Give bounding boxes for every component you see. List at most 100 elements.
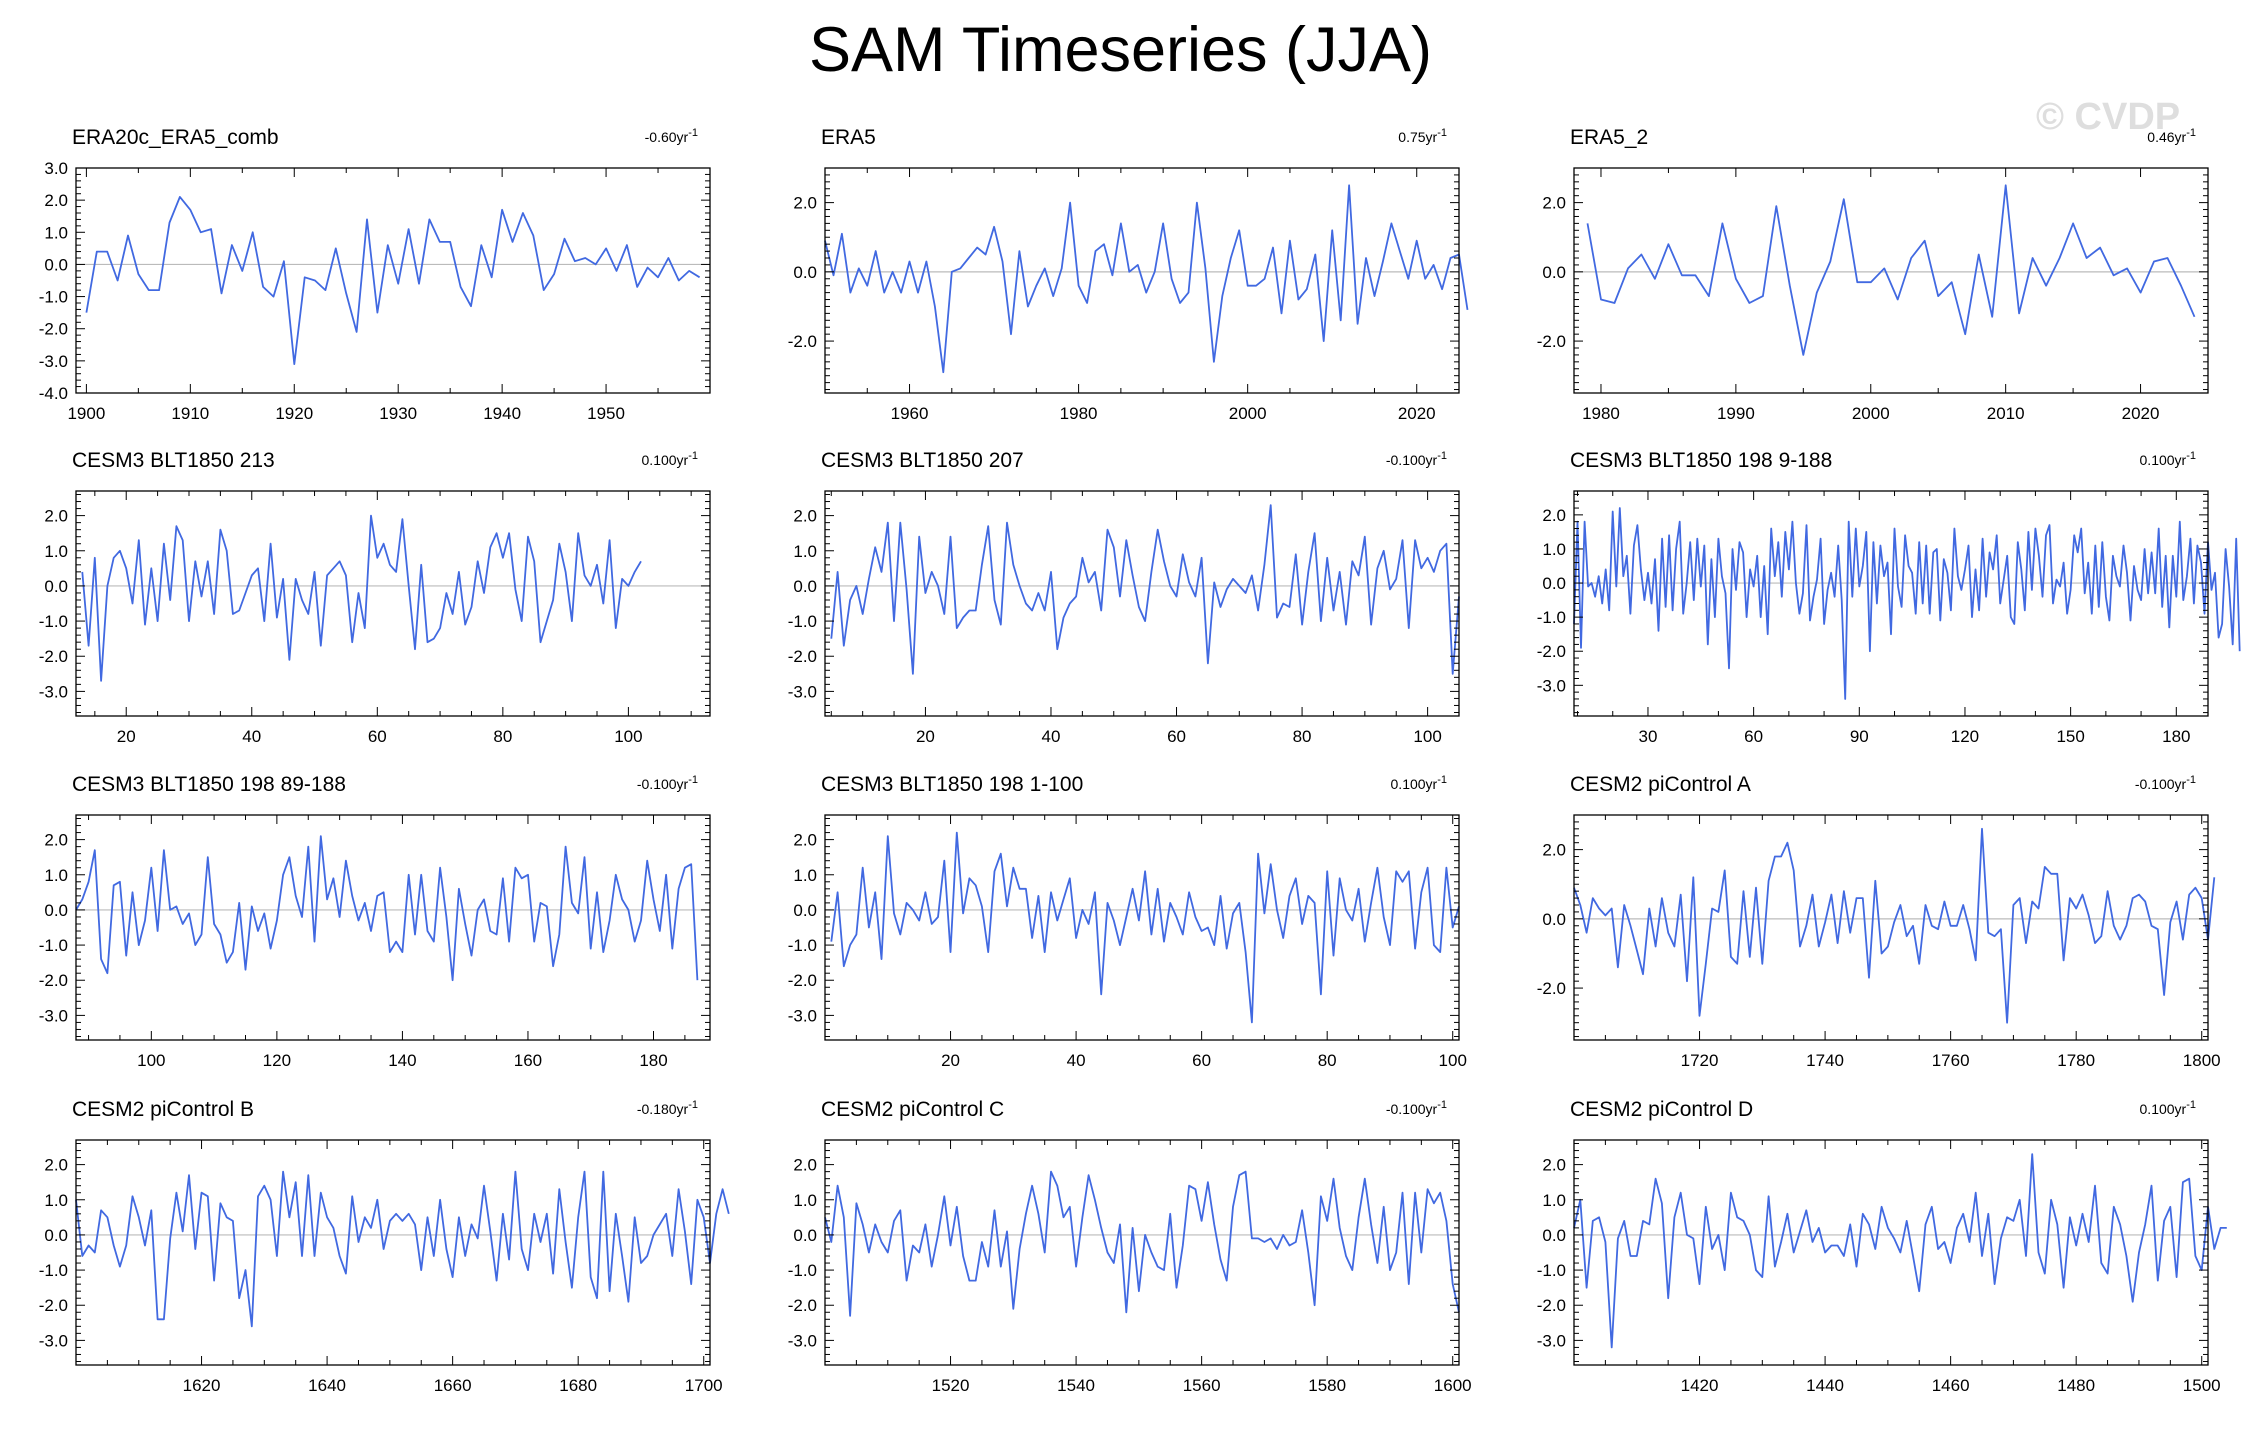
y-tick-label: -2.0 bbox=[1537, 979, 1566, 998]
y-tick-label: 1.0 bbox=[793, 1191, 817, 1210]
y-tick-label: -1.0 bbox=[39, 612, 68, 631]
panel-2: 1960 1980 2000 2020 2.0 0.0 -2.0 ERA5 0.75yr-1 bbox=[788, 126, 1469, 423]
panel-7: 100 120 140 160 180 2.0 1.0 0.0 -1.0 -2.0 -3.0 CESM… bbox=[39, 773, 711, 1070]
trend-label: -0.180yr-1 bbox=[637, 1099, 698, 1117]
y-tick-label: 2.0 bbox=[1542, 841, 1566, 860]
y-tick-label: -1.0 bbox=[788, 1261, 817, 1280]
y-tick-label: -2.0 bbox=[1537, 1296, 1566, 1315]
panel-10: 1620 1640 1660 1680 1700 2.0 1.0 0.0 -1.0 -2.0 -3.… bbox=[39, 1098, 730, 1395]
panel-5: 20 40 60 80 100 2.0 1.0 0.0 -1.0 -2.0 -3.0 CESM3 BL… bbox=[788, 449, 1460, 746]
y-tick-label: -2.0 bbox=[788, 971, 817, 990]
panel-12: 1420 1440 1460 1480 1500 2.0 1.0 0.0 -1.0 -2.0 -3.… bbox=[1537, 1098, 2227, 1395]
plot-frame bbox=[1573, 167, 2209, 394]
panel-11: 1520 1540 1560 1580 1600 2.0 1.0 0.0 -1.0 -2.0 -3.… bbox=[788, 1098, 1472, 1395]
x-tick-label: 1800 bbox=[2183, 1051, 2221, 1070]
panel-8: 20 40 60 80 100 2.0 1.0 0.0 -1.0 -2.0 -3.0 CESM3 BL… bbox=[788, 773, 1467, 1070]
y-tick-label: 0.0 bbox=[1542, 910, 1566, 929]
plot-frame bbox=[75, 814, 711, 1041]
y-tick-label: -2.0 bbox=[39, 647, 68, 666]
trend-label: 0.46yr-1 bbox=[2147, 127, 2196, 145]
y-tick-label: -3.0 bbox=[39, 1331, 68, 1350]
y-tick-label: 2.0 bbox=[793, 507, 817, 526]
x-tick-label: 80 bbox=[1293, 727, 1312, 746]
panel-9: 1720 1740 1760 1780 1800 2.0 0.0 -2.0 CESM2 piCo… bbox=[1537, 773, 2221, 1070]
trend-value: 0.46yr bbox=[2147, 129, 2186, 145]
trend-exponent: -1 bbox=[2186, 450, 2196, 462]
x-tick-label: 40 bbox=[242, 727, 261, 746]
plot-frame bbox=[1573, 1139, 2209, 1366]
y-tick-label: -4.0 bbox=[39, 384, 68, 403]
trend-value: -0.100yr bbox=[637, 776, 689, 792]
y-tick-label: 0.0 bbox=[1542, 574, 1566, 593]
plot-frame bbox=[824, 167, 1460, 394]
x-tick-label: 90 bbox=[1850, 727, 1869, 746]
y-tick-label: 2.0 bbox=[793, 831, 817, 850]
x-tick-label: 2010 bbox=[1987, 404, 2025, 423]
y-tick-label: -3.0 bbox=[788, 682, 817, 701]
y-tick-label: 1.0 bbox=[44, 1191, 68, 1210]
y-tick-label: -1.0 bbox=[39, 936, 68, 955]
trend-value: -0.180yr bbox=[637, 1101, 689, 1117]
y-tick-label: 2.0 bbox=[793, 1156, 817, 1175]
x-tick-label: 120 bbox=[1951, 727, 1979, 746]
panel-title: ERA20c_ERA5_comb bbox=[72, 126, 279, 149]
x-tick-label: 1680 bbox=[559, 1376, 597, 1395]
y-tick-label: -3.0 bbox=[39, 352, 68, 371]
trend-exponent: -1 bbox=[1437, 774, 1447, 786]
panel-title: CESM2 piControl C bbox=[821, 1098, 1004, 1121]
trend-label: -0.60yr-1 bbox=[645, 127, 698, 145]
x-tick-label: 60 bbox=[1192, 1051, 1211, 1070]
x-tick-label: 60 bbox=[1167, 727, 1186, 746]
y-tick-label: -3.0 bbox=[39, 1006, 68, 1025]
y-tick-label: -2.0 bbox=[1537, 642, 1566, 661]
x-tick-label: 120 bbox=[263, 1051, 291, 1070]
y-tick-label: 0.0 bbox=[44, 1226, 68, 1245]
plot-frame bbox=[824, 814, 1460, 1041]
x-tick-label: 100 bbox=[1439, 1051, 1467, 1070]
x-tick-label: 20 bbox=[117, 727, 136, 746]
x-tick-label: 100 bbox=[1413, 727, 1441, 746]
x-tick-label: 1720 bbox=[1681, 1051, 1719, 1070]
y-tick-label: -3.0 bbox=[1537, 1331, 1566, 1350]
x-tick-label: 1460 bbox=[1932, 1376, 1970, 1395]
plot-frame bbox=[75, 1139, 711, 1366]
series-line bbox=[1573, 1153, 2227, 1349]
y-tick-label: 0.0 bbox=[793, 577, 817, 596]
series-line bbox=[830, 504, 1460, 675]
x-tick-label: 2020 bbox=[2122, 404, 2160, 423]
plot-frame bbox=[75, 490, 711, 717]
series-line bbox=[75, 1170, 730, 1328]
y-tick-label: -1.0 bbox=[39, 288, 68, 307]
plot-frame bbox=[824, 490, 1460, 717]
y-tick-label: -2.0 bbox=[788, 1296, 817, 1315]
trend-value: -0.100yr bbox=[1386, 1101, 1438, 1117]
x-tick-label: 40 bbox=[1042, 727, 1061, 746]
panel-4: 20 40 60 80 100 2.0 1.0 0.0 -1.0 -2.0 -3.0 CESM3 BL… bbox=[39, 449, 711, 746]
panel-6: 30 60 90 120 150 180 2.0 1.0 0.0 -1.0 -2.0 -3.0 CESM… bbox=[1537, 449, 2241, 746]
trend-exponent: -1 bbox=[1437, 450, 1447, 462]
y-tick-label: -1.0 bbox=[788, 936, 817, 955]
x-tick-label: 20 bbox=[941, 1051, 960, 1070]
y-tick-label: 1.0 bbox=[793, 542, 817, 561]
x-tick-label: 180 bbox=[2162, 727, 2190, 746]
y-tick-label: -2.0 bbox=[39, 320, 68, 339]
y-tick-label: -1.0 bbox=[1537, 608, 1566, 627]
x-tick-label: 1740 bbox=[1806, 1051, 1844, 1070]
x-tick-label: 150 bbox=[2056, 727, 2084, 746]
y-tick-label: 1.0 bbox=[44, 866, 68, 885]
trend-value: 0.75yr bbox=[1398, 129, 1437, 145]
x-tick-label: 1950 bbox=[587, 404, 625, 423]
x-tick-label: 1990 bbox=[1717, 404, 1755, 423]
trend-exponent: -1 bbox=[688, 774, 698, 786]
watermark: © CVDP bbox=[2036, 96, 2181, 138]
x-tick-label: 20 bbox=[916, 727, 935, 746]
x-tick-label: 2000 bbox=[1852, 404, 1890, 423]
panel-title: CESM3 BLT1850 207 bbox=[821, 449, 1024, 472]
figure-title: SAM Timeseries (JJA) bbox=[808, 15, 1433, 85]
trend-exponent: -1 bbox=[688, 127, 698, 139]
x-tick-label: 1500 bbox=[2183, 1376, 2221, 1395]
panel-title: CESM2 piControl D bbox=[1570, 1098, 1753, 1121]
y-tick-label: 2.0 bbox=[44, 1156, 68, 1175]
plot-frame bbox=[1573, 814, 2209, 1041]
